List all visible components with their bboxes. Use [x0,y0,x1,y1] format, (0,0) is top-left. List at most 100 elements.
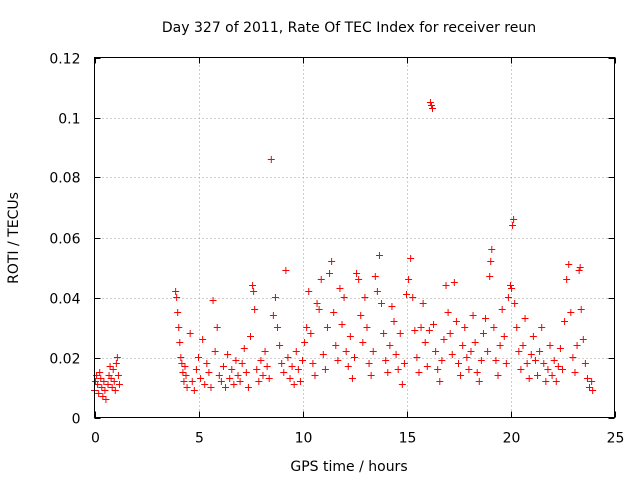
data-point [305,288,313,295]
data-point [573,342,581,349]
data-point [444,309,452,316]
data-point [255,378,263,385]
data-point [361,294,369,301]
data-point [307,330,315,337]
data-point [207,384,215,391]
x-tick-label: 10 [295,431,313,447]
data-point [107,375,115,382]
data-point [251,306,259,313]
data-point [371,273,379,280]
data-point [367,372,375,379]
data-point [378,300,386,307]
data-point [115,381,123,388]
data-point [183,384,191,391]
data-point [280,369,288,376]
data-point [589,387,597,394]
y-tick-label: 0.08 [49,171,80,187]
data-point [355,276,363,283]
data-point [179,369,187,376]
data-point [234,372,242,379]
data-point [338,321,346,328]
data-point [211,348,219,355]
data-point [94,381,102,388]
data-point [357,312,365,319]
data-point [405,276,413,283]
data-point [330,309,338,316]
data-point [567,309,575,316]
data-point [583,375,591,382]
data-point [101,387,109,394]
data-point [288,363,296,370]
data-point [450,279,458,286]
data-point [104,381,112,388]
data-point [112,360,120,367]
data-point [326,270,334,277]
data-point [365,360,373,367]
data-point [346,333,354,340]
data-point [498,306,506,313]
data-point [510,216,518,223]
data-point [419,300,427,307]
data-point [571,369,579,376]
axis-ticks [94,57,616,419]
data-point [515,348,523,355]
data-point [363,324,371,331]
y-tick-label: 0.1 [58,112,80,128]
data-point [546,342,554,349]
data-point [319,351,327,358]
data-point [396,330,404,337]
data-point [180,378,188,385]
data-point [96,369,104,376]
data-point [576,264,584,271]
data-point [429,105,436,112]
grid-lines [94,57,615,418]
x-tick-label: 25 [607,431,625,447]
data-point [286,375,294,382]
data-point [192,366,200,373]
data-points [91,99,597,403]
data-point [290,381,298,388]
data-point [269,312,277,319]
data-point [353,270,361,277]
data-point [181,363,189,370]
data-point [219,363,227,370]
data-point [542,378,550,385]
data-point [373,288,381,295]
data-point [276,342,284,349]
data-point [375,252,383,259]
data-point [465,366,473,373]
data-point [552,378,560,385]
x-tick-label: 20 [503,431,521,447]
data-point [575,267,583,274]
data-point [230,381,238,388]
data-point [332,342,340,349]
data-point [548,372,556,379]
data-point [380,330,388,337]
data-point [259,372,267,379]
data-point [271,294,279,301]
data-point [415,369,423,376]
y-tick-label: 0.06 [49,232,80,248]
data-point [413,354,421,361]
data-point [386,342,394,349]
data-point [382,357,390,364]
data-point [513,324,521,331]
data-point [110,378,118,385]
data-point [278,360,286,367]
data-point [536,348,544,355]
data-point [97,375,105,382]
data-point [315,306,323,313]
data-point [178,360,186,367]
data-point [392,351,400,358]
data-point [425,327,433,334]
data-point [500,333,508,340]
data-point [475,378,483,385]
data-point [213,324,221,331]
data-point [442,282,450,289]
data-point [247,333,254,340]
data-point [471,339,479,346]
data-point [473,369,481,376]
data-point [334,357,342,364]
data-point [203,360,211,367]
data-point [540,360,548,367]
